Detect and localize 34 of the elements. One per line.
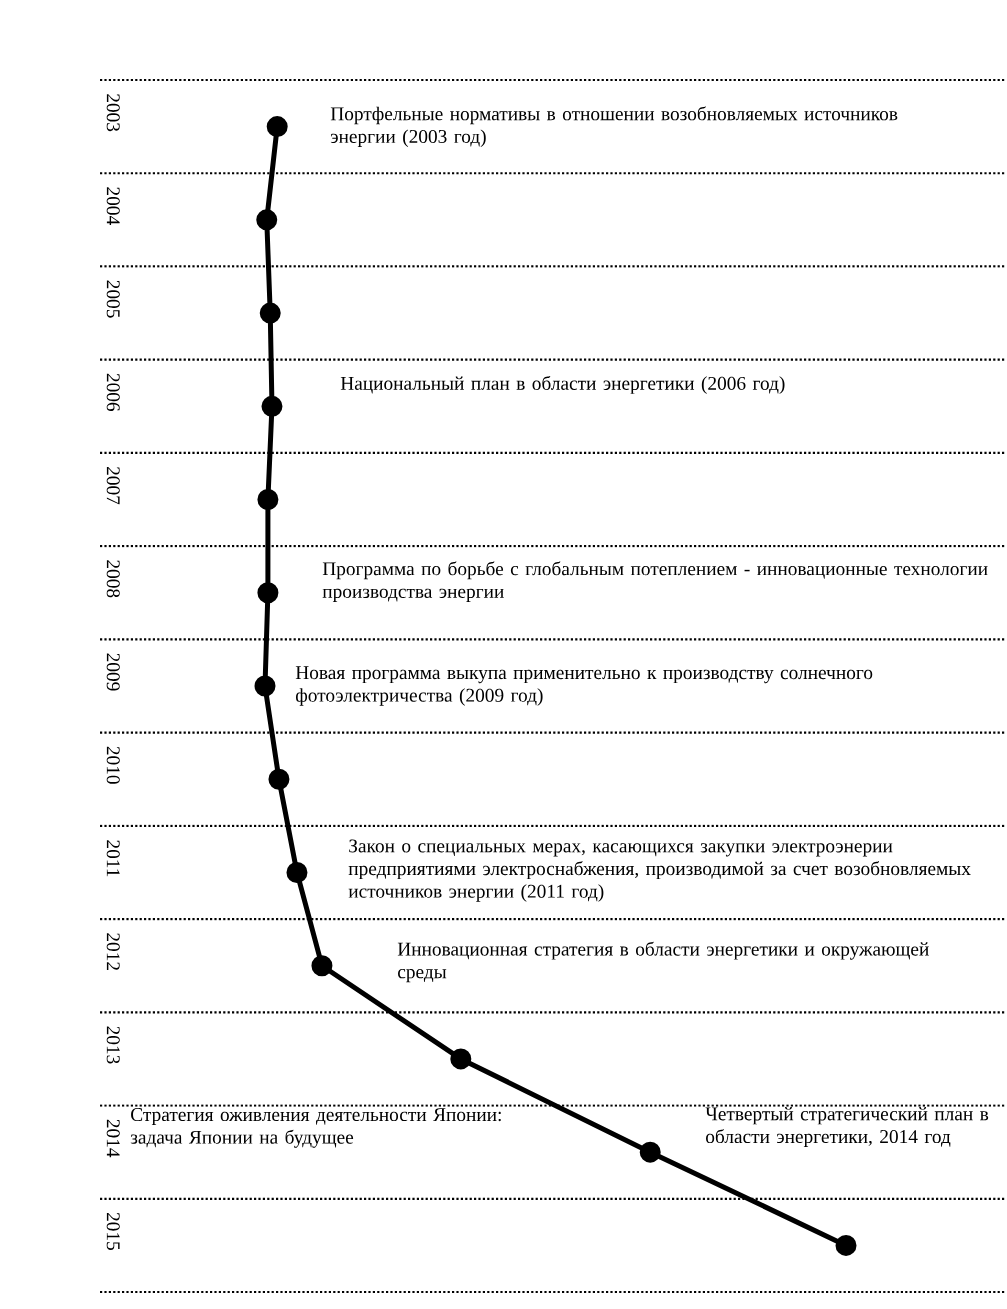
annotation: Стратегия оживления деятельности Японии: задача Японии на будущее <box>130 1108 501 1148</box>
annotation: Инновационная стратегия в области энергетики и окружающей среды <box>397 941 929 983</box>
point <box>639 1141 661 1163</box>
annotation: Новая программа выкупа применительно к производству солнечного фотоэлектричества (2009 год) <box>295 666 873 706</box>
y-tick-label: 2004 <box>106 187 120 225</box>
point <box>311 955 333 977</box>
point <box>268 768 290 790</box>
annotation: Четвертый стратегический план в области энергетики, 2014 год <box>705 1106 989 1148</box>
annotation: Национальный план в области энергетики (2006 год) <box>340 375 785 394</box>
y-tick-label: 2013 <box>106 1026 120 1064</box>
annotation: Закон о специальных мерах, касающихся закупки электроэнерии предприятиями электроснабжения, производимой за счет возобновляемых источников энергии (2011 год) <box>348 839 971 902</box>
annotation: Портфельные нормативы в отношении возобновляемых источников энергии (2003 год) <box>330 106 898 147</box>
point <box>286 861 308 883</box>
point <box>256 209 278 231</box>
y-tick-label: 2015 <box>106 1212 120 1250</box>
y-tick-label: 2006 <box>106 373 120 412</box>
y-tick-label: 2007 <box>106 467 120 505</box>
point <box>450 1048 472 1070</box>
y-tick-label: 2003 <box>106 94 120 132</box>
y-tick-label: 2010 <box>106 746 120 784</box>
annotation: Программа по борьбе с глобальным потеплением - инновационные технологии производства энергии <box>322 561 988 602</box>
y-tick-label: 2009 <box>106 653 120 691</box>
y-tick-label: 2012 <box>106 933 120 970</box>
point <box>254 675 276 697</box>
point <box>259 302 281 324</box>
y-tick-label: 2008 <box>106 560 120 598</box>
y-tick-label: 2014 <box>106 1119 120 1158</box>
point <box>266 116 288 138</box>
point <box>835 1234 857 1256</box>
point <box>257 582 279 604</box>
y-tick-label: 2011 <box>106 840 120 877</box>
y-tick-label: 2005 <box>106 280 120 318</box>
point <box>261 395 283 417</box>
point <box>257 489 279 511</box>
